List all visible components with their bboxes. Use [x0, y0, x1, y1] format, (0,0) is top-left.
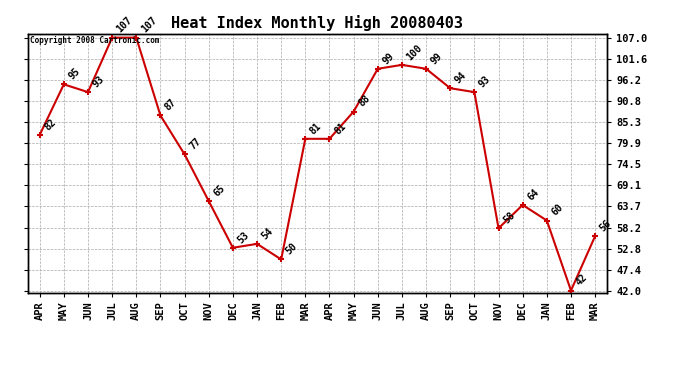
Text: 88: 88	[357, 93, 372, 109]
Text: 95: 95	[67, 66, 82, 81]
Text: 65: 65	[212, 183, 227, 198]
Text: 81: 81	[333, 121, 348, 136]
Text: 100: 100	[405, 43, 424, 62]
Text: 99: 99	[381, 51, 396, 66]
Text: 56: 56	[598, 218, 613, 233]
Text: 87: 87	[164, 97, 179, 112]
Text: 93: 93	[477, 74, 493, 89]
Text: 60: 60	[550, 202, 565, 218]
Text: 107: 107	[115, 15, 135, 35]
Text: Copyright 2008 Cartronic.com: Copyright 2008 Cartronic.com	[30, 36, 160, 45]
Text: 54: 54	[260, 226, 275, 241]
Text: 58: 58	[502, 210, 517, 225]
Text: 99: 99	[429, 51, 444, 66]
Text: 50: 50	[284, 241, 299, 256]
Text: 64: 64	[526, 187, 541, 202]
Text: 82: 82	[43, 117, 58, 132]
Text: 93: 93	[91, 74, 106, 89]
Text: 77: 77	[188, 136, 203, 152]
Text: 81: 81	[308, 121, 324, 136]
Text: 42: 42	[574, 272, 589, 288]
Text: 53: 53	[236, 230, 251, 245]
Text: 107: 107	[139, 15, 159, 35]
Title: Heat Index Monthly High 20080403: Heat Index Monthly High 20080403	[171, 15, 464, 31]
Text: 94: 94	[453, 70, 469, 86]
